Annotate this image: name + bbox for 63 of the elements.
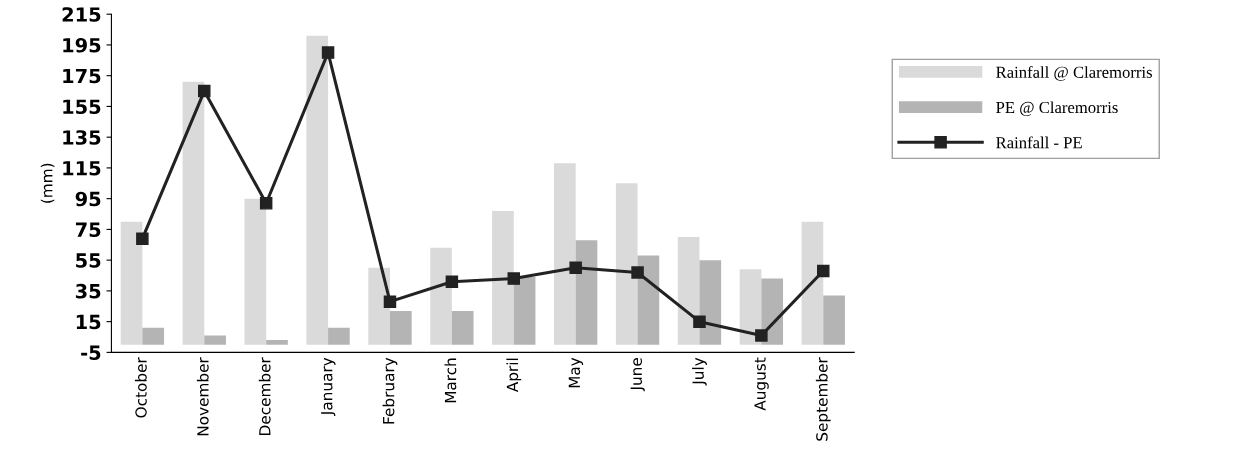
point xyxy=(507,272,521,285)
x-tick-label: May xyxy=(568,357,584,388)
point xyxy=(693,315,706,328)
bar xyxy=(801,221,824,345)
bar xyxy=(513,277,536,345)
bar xyxy=(389,310,412,345)
bar xyxy=(554,163,576,345)
point xyxy=(755,329,768,342)
bar xyxy=(492,210,514,345)
legend-label: Rainfall @ Claremorris xyxy=(996,65,1152,81)
y-tick-label: 95 xyxy=(75,191,101,207)
x-tick-label: September xyxy=(815,357,831,441)
y-tick-label: 115 xyxy=(63,161,101,176)
bar xyxy=(823,295,845,345)
point xyxy=(445,275,459,288)
x-tick-label: November xyxy=(196,357,209,436)
y-tick-label: 195 xyxy=(63,37,101,53)
bar xyxy=(575,240,598,345)
x-tick-label: March xyxy=(444,358,457,403)
legend-label: Rainfall - PE xyxy=(996,136,1082,149)
point xyxy=(817,264,830,278)
bar xyxy=(204,335,226,345)
y-tick-label: 135 xyxy=(63,130,101,145)
bar xyxy=(615,183,638,345)
y-tick-label: 75 xyxy=(75,222,101,238)
bar xyxy=(306,35,329,345)
x-tick-label: February xyxy=(382,357,398,424)
y-tick-label: 15 xyxy=(76,314,101,330)
x-tick-label: August xyxy=(754,357,769,411)
point xyxy=(136,232,149,245)
bar xyxy=(120,221,143,345)
bar xyxy=(142,327,165,345)
bar xyxy=(266,340,288,345)
bar xyxy=(699,260,722,345)
bar xyxy=(677,237,700,345)
point xyxy=(383,295,397,308)
bar xyxy=(368,267,390,345)
point xyxy=(569,261,582,275)
y-tick-label: -5 xyxy=(81,345,101,361)
point xyxy=(259,197,273,210)
x-tick-label: April xyxy=(506,358,522,393)
x-tick-label: December xyxy=(258,357,271,435)
point xyxy=(198,84,211,98)
bar xyxy=(328,327,350,345)
bar xyxy=(430,247,452,345)
y-tick-label: 215 xyxy=(62,7,101,22)
bar xyxy=(451,310,474,345)
y-tick-label: 55 xyxy=(76,253,101,268)
y-axis-title: (mm) xyxy=(40,163,55,203)
bar xyxy=(739,269,762,345)
x-tick-label: January xyxy=(321,357,336,416)
y-tick-label: 35 xyxy=(75,283,101,299)
bar xyxy=(182,81,205,345)
x-tick-label: July xyxy=(692,357,707,386)
legend-label: PE @ Claremorris xyxy=(996,101,1118,117)
x-tick-label: October xyxy=(134,357,147,418)
y-tick-label: 155 xyxy=(63,99,101,115)
x-tick-label: June xyxy=(630,358,645,392)
point xyxy=(631,266,644,279)
point xyxy=(321,46,335,59)
bar xyxy=(637,255,660,345)
y-tick-label: 175 xyxy=(63,68,101,84)
bar xyxy=(244,198,267,345)
